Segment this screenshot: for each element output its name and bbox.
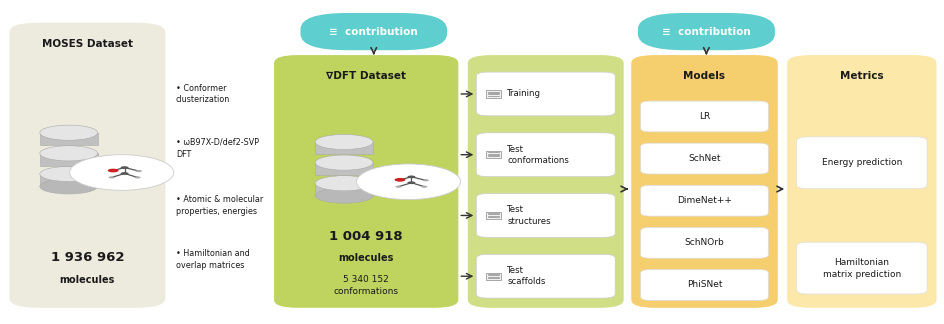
Ellipse shape: [315, 176, 373, 191]
Ellipse shape: [40, 179, 97, 194]
Text: Test
structures: Test structures: [507, 205, 550, 226]
Text: • Hamiltonian and
overlap matrices: • Hamiltonian and overlap matrices: [176, 249, 249, 270]
FancyBboxPatch shape: [274, 55, 458, 308]
FancyBboxPatch shape: [637, 13, 774, 50]
Ellipse shape: [40, 146, 97, 161]
Circle shape: [421, 186, 427, 188]
Text: SchNOrb: SchNOrb: [683, 238, 724, 247]
Text: ≡  contribution: ≡ contribution: [329, 27, 417, 37]
Bar: [314, 142, 373, 154]
FancyBboxPatch shape: [640, 143, 767, 174]
Bar: [314, 183, 373, 196]
Ellipse shape: [315, 188, 373, 203]
FancyBboxPatch shape: [640, 101, 767, 132]
Circle shape: [70, 155, 174, 190]
Circle shape: [407, 176, 415, 178]
Bar: [485, 151, 500, 158]
Bar: [314, 163, 373, 175]
Text: molecules: molecules: [59, 275, 115, 285]
Text: Hamiltonian
matrix prediction: Hamiltonian matrix prediction: [822, 258, 900, 279]
FancyBboxPatch shape: [476, 254, 615, 298]
Text: ∇DFT Dataset: ∇DFT Dataset: [326, 71, 406, 81]
Circle shape: [395, 178, 405, 182]
Text: • Atomic & molecular
properties, energies: • Atomic & molecular properties, energie…: [176, 195, 262, 215]
Circle shape: [108, 169, 118, 172]
Circle shape: [134, 176, 141, 179]
Bar: [485, 212, 500, 219]
FancyBboxPatch shape: [9, 23, 165, 308]
Bar: [40, 153, 97, 166]
Circle shape: [395, 186, 401, 188]
Circle shape: [422, 179, 429, 181]
Text: • Conformer
clusterization: • Conformer clusterization: [176, 84, 229, 104]
Text: • ωB97X-D/def2-SVP
DFT: • ωB97X-D/def2-SVP DFT: [176, 138, 259, 158]
Circle shape: [407, 181, 415, 184]
FancyBboxPatch shape: [796, 242, 926, 294]
Circle shape: [356, 164, 460, 200]
Text: LR: LR: [699, 112, 709, 121]
FancyBboxPatch shape: [476, 133, 615, 177]
Circle shape: [121, 172, 128, 175]
FancyBboxPatch shape: [476, 72, 615, 116]
Text: SchNet: SchNet: [687, 154, 720, 163]
Text: 5 340 152
conformations: 5 340 152 conformations: [333, 275, 398, 295]
FancyBboxPatch shape: [786, 55, 936, 308]
Text: DimeNet++: DimeNet++: [676, 196, 732, 205]
Text: Models: Models: [683, 71, 725, 81]
FancyBboxPatch shape: [631, 55, 777, 308]
Text: ≡  contribution: ≡ contribution: [662, 27, 750, 37]
FancyBboxPatch shape: [467, 55, 623, 308]
Ellipse shape: [315, 155, 373, 170]
Ellipse shape: [315, 134, 373, 149]
Text: PhiSNet: PhiSNet: [686, 281, 721, 289]
FancyBboxPatch shape: [796, 137, 926, 189]
Bar: [40, 133, 97, 145]
Text: 1 004 918: 1 004 918: [329, 230, 402, 243]
Circle shape: [136, 170, 142, 172]
Text: Metrics: Metrics: [839, 71, 883, 81]
Text: molecules: molecules: [338, 253, 394, 262]
Text: MOSES Dataset: MOSES Dataset: [42, 39, 133, 49]
FancyBboxPatch shape: [640, 227, 767, 258]
Text: 1 936 962: 1 936 962: [51, 251, 124, 264]
FancyBboxPatch shape: [640, 270, 767, 300]
Bar: [40, 174, 97, 186]
Text: Test
scaffolds: Test scaffolds: [507, 266, 546, 286]
Text: Training: Training: [507, 89, 541, 98]
Bar: [485, 272, 500, 280]
FancyBboxPatch shape: [640, 185, 767, 216]
Circle shape: [109, 176, 115, 179]
Circle shape: [121, 166, 128, 169]
FancyBboxPatch shape: [476, 193, 615, 237]
FancyBboxPatch shape: [300, 13, 447, 50]
Ellipse shape: [40, 125, 97, 140]
Text: Energy prediction: Energy prediction: [820, 158, 902, 167]
Text: Test
conformations: Test conformations: [507, 145, 568, 165]
Bar: [485, 90, 500, 98]
Ellipse shape: [40, 167, 97, 181]
